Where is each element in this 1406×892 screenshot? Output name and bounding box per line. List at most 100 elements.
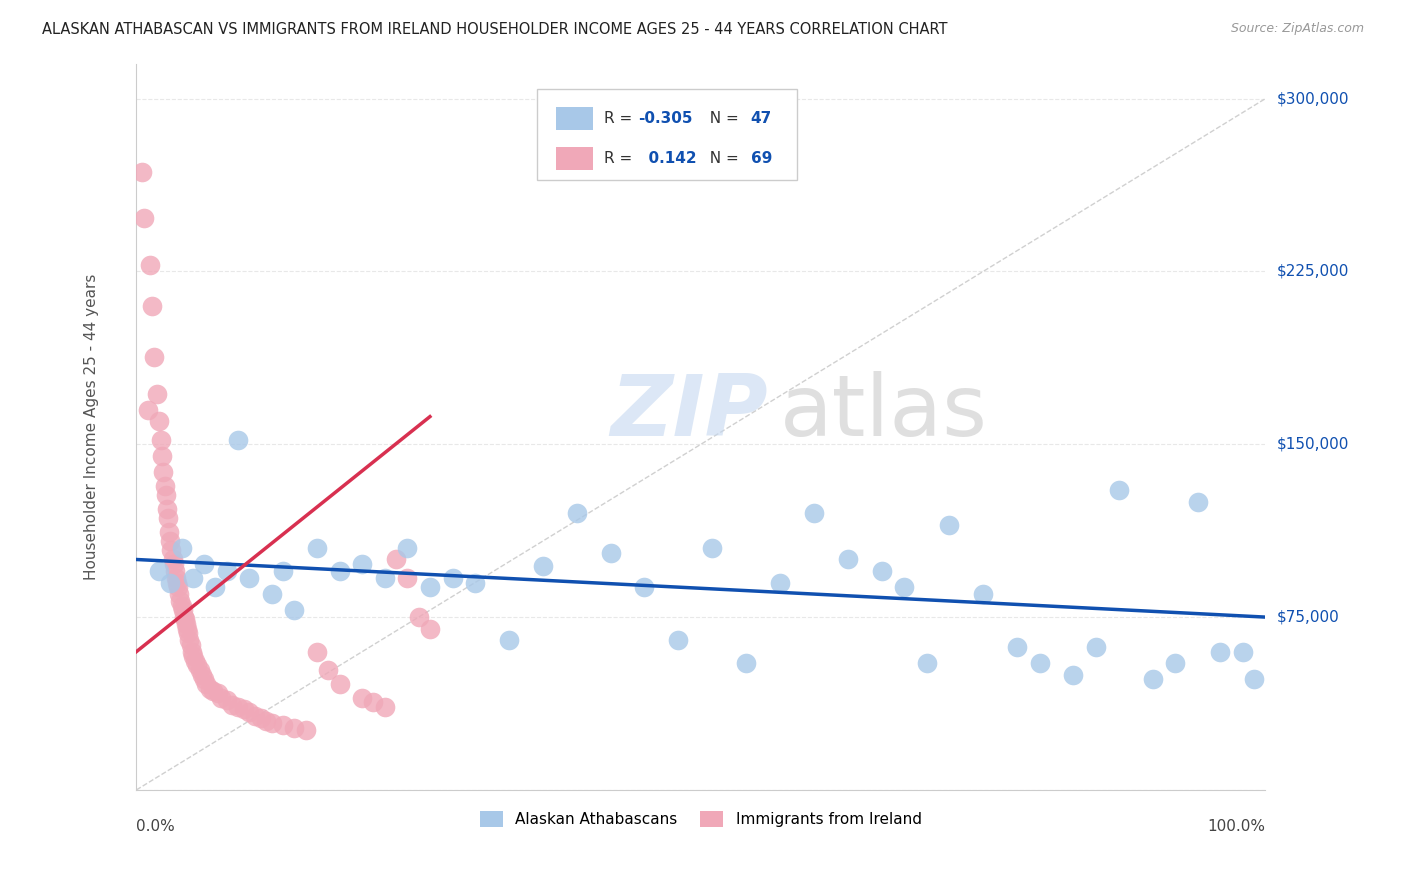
Point [209,690,232,705]
Point [870,564,893,578]
Point [170,599,193,613]
Point [195,677,218,691]
Point [305,541,328,555]
Point [374,571,396,585]
Point [396,571,419,585]
Point [207,686,229,700]
FancyBboxPatch shape [557,146,592,169]
Point [318,663,340,677]
Point [419,580,441,594]
Point [152,465,174,479]
Point [169,587,191,601]
Point [283,603,305,617]
Point [260,716,283,731]
Point [232,702,254,716]
Point [204,580,226,594]
Point [238,705,260,719]
Point [419,622,441,636]
Point [191,667,214,681]
Text: $150,000: $150,000 [1277,437,1350,451]
Point [176,622,198,636]
Point [893,580,915,594]
Point [633,580,655,594]
Point [150,449,173,463]
Point [160,543,183,558]
Point [134,211,156,226]
Text: 0.0%: 0.0% [136,819,176,834]
Point [156,501,179,516]
Text: -0.305: -0.305 [638,111,692,126]
Point [174,612,197,626]
Text: ZIP: ZIP [610,371,768,454]
Point [441,571,464,585]
Point [165,571,187,585]
Point [238,571,260,585]
Point [329,564,352,578]
Point [156,511,179,525]
Text: atlas: atlas [780,371,988,454]
Point [159,575,181,590]
Point [1005,640,1028,654]
Point [170,541,193,555]
Text: 69: 69 [751,151,772,166]
Point [148,414,170,428]
Point [193,673,215,687]
Point [174,617,197,632]
Point [385,552,408,566]
Point [215,564,238,578]
Point [1063,667,1085,681]
Point [1108,483,1130,498]
Point [374,700,396,714]
Point [249,711,271,725]
Legend: Alaskan Athabascans, Immigrants from Ireland: Alaskan Athabascans, Immigrants from Ire… [474,805,928,833]
Point [136,402,159,417]
Point [180,638,202,652]
Point [131,165,153,179]
Point [172,603,194,617]
Point [565,507,588,521]
Point [181,571,204,585]
Point [305,645,328,659]
Point [167,580,190,594]
Text: $225,000: $225,000 [1277,264,1350,279]
Text: ALASKAN ATHABASCAN VS IMMIGRANTS FROM IRELAND HOUSEHOLDER INCOME AGES 25 - 44 YE: ALASKAN ATHABASCAN VS IMMIGRANTS FROM IR… [42,22,948,37]
Text: $75,000: $75,000 [1277,609,1340,624]
Point [188,663,211,677]
Point [329,677,352,691]
Point [271,564,294,578]
Point [352,557,374,571]
Point [143,350,166,364]
Point [155,488,177,502]
Point [735,656,758,670]
Text: Source: ZipAtlas.com: Source: ZipAtlas.com [1230,22,1364,36]
Text: N =: N = [700,151,744,166]
Point [141,299,163,313]
Point [193,557,215,571]
Point [396,541,419,555]
Point [599,545,621,559]
Point [271,718,294,732]
Point [163,564,186,578]
Point [803,507,825,521]
Point [186,658,208,673]
Point [1232,645,1254,659]
Point [150,433,173,447]
Point [531,559,554,574]
Text: 100.0%: 100.0% [1208,819,1265,834]
Point [1209,645,1232,659]
Point [702,541,724,555]
Point [1187,495,1209,509]
Point [226,433,249,447]
Point [159,534,181,549]
Point [180,645,202,659]
Point [169,594,191,608]
Point [148,564,170,578]
Point [408,610,430,624]
Text: 0.142: 0.142 [638,151,696,166]
Point [215,693,238,707]
Point [1028,656,1050,670]
Point [837,552,859,566]
Point [938,517,960,532]
Point [294,723,316,737]
Point [184,654,207,668]
